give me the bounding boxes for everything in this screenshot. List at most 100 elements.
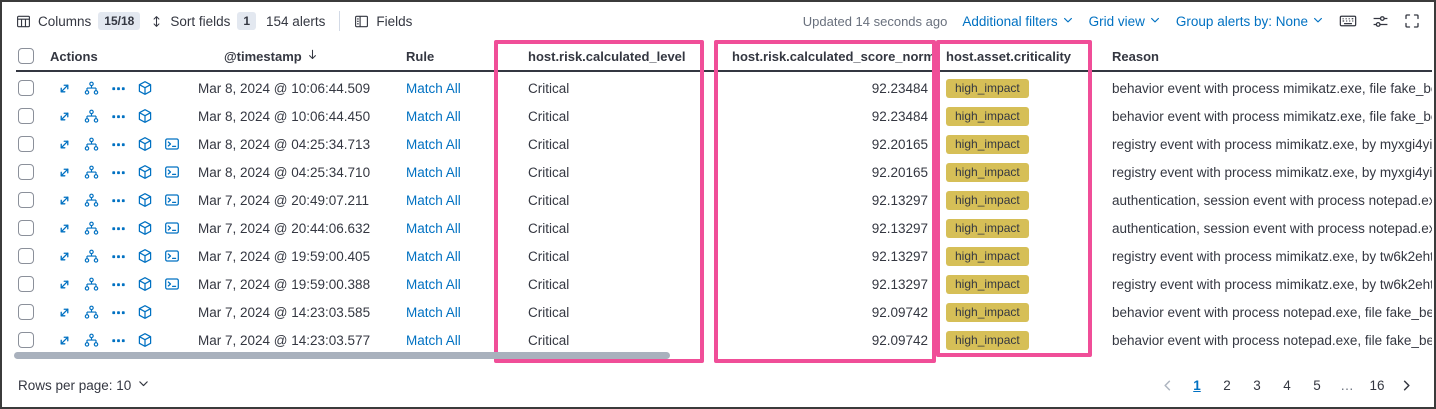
- horizontal-scrollbar[interactable]: [14, 352, 670, 359]
- terminal-icon[interactable]: [164, 220, 180, 236]
- cell-risk-score: 92.13297: [871, 192, 928, 208]
- cell-risk-level: Critical: [528, 108, 570, 124]
- analyzer-icon[interactable]: [83, 108, 99, 124]
- rule-link[interactable]: Match All: [406, 164, 461, 180]
- more-actions-icon[interactable]: [110, 276, 126, 292]
- more-actions-icon[interactable]: [110, 136, 126, 152]
- terminal-icon[interactable]: [164, 192, 180, 208]
- package-icon[interactable]: [137, 136, 153, 152]
- expand-alert-icon[interactable]: [56, 220, 72, 236]
- group-alerts-dropdown[interactable]: Group alerts by: None: [1176, 14, 1324, 29]
- analyzer-icon[interactable]: [83, 248, 99, 264]
- sort-fields-button[interactable]: Sort fields 1: [150, 12, 257, 30]
- row-checkbox[interactable]: [18, 332, 34, 349]
- expand-alert-icon[interactable]: [56, 136, 72, 152]
- analyzer-icon[interactable]: [83, 192, 99, 208]
- expand-alert-icon[interactable]: [56, 332, 72, 348]
- display-options-icon[interactable]: [1372, 13, 1389, 30]
- analyzer-icon[interactable]: [83, 136, 99, 152]
- more-actions-icon[interactable]: [110, 304, 126, 320]
- header-risk-score[interactable]: host.risk.calculated_score_norm: [732, 48, 936, 64]
- row-checkbox[interactable]: [18, 136, 34, 153]
- page-button-1[interactable]: 1: [1193, 377, 1201, 393]
- header-criticality[interactable]: host.asset.criticality: [946, 48, 1071, 64]
- select-all-checkbox[interactable]: [18, 48, 34, 65]
- row-actions: [50, 164, 196, 180]
- expand-alert-icon[interactable]: [56, 108, 72, 124]
- analyzer-icon[interactable]: [83, 332, 99, 348]
- more-actions-icon[interactable]: [110, 248, 126, 264]
- more-actions-icon[interactable]: [110, 80, 126, 96]
- more-actions-icon[interactable]: [110, 332, 126, 348]
- rule-link[interactable]: Match All: [406, 332, 461, 348]
- package-icon[interactable]: [137, 304, 153, 320]
- rows-per-page-dropdown[interactable]: Rows per page: 10: [18, 377, 150, 393]
- row-checkbox[interactable]: [18, 304, 34, 321]
- row-actions: [50, 108, 196, 124]
- expand-alert-icon[interactable]: [56, 248, 72, 264]
- next-page-icon[interactable]: [1395, 378, 1418, 393]
- rule-link[interactable]: Match All: [406, 220, 461, 236]
- header-risk-level[interactable]: host.risk.calculated_level: [528, 48, 686, 64]
- page-button-5[interactable]: 5: [1313, 377, 1321, 393]
- analyzer-icon[interactable]: [83, 164, 99, 180]
- terminal-icon[interactable]: [164, 164, 180, 180]
- rule-link[interactable]: Match All: [406, 276, 461, 292]
- criticality-badge: high_impact: [946, 78, 1029, 98]
- additional-filters-dropdown[interactable]: Additional filters: [962, 14, 1073, 29]
- row-checkbox[interactable]: [18, 192, 34, 209]
- page-button-16[interactable]: 16: [1369, 377, 1385, 393]
- row-checkbox[interactable]: [18, 108, 34, 125]
- row-checkbox[interactable]: [18, 164, 34, 181]
- expand-alert-icon[interactable]: [56, 80, 72, 96]
- row-checkbox[interactable]: [18, 248, 34, 265]
- more-actions-icon[interactable]: [110, 108, 126, 124]
- rule-link[interactable]: Match All: [406, 108, 461, 124]
- more-actions-icon[interactable]: [110, 220, 126, 236]
- alerts-count: 154 alerts: [266, 13, 326, 29]
- columns-button[interactable]: Columns 15/18: [16, 12, 141, 30]
- cell-risk-level: Critical: [528, 220, 570, 236]
- package-icon[interactable]: [137, 164, 153, 180]
- grid-view-dropdown[interactable]: Grid view: [1089, 14, 1161, 29]
- terminal-icon[interactable]: [164, 248, 180, 264]
- expand-alert-icon[interactable]: [56, 304, 72, 320]
- package-icon[interactable]: [137, 332, 153, 348]
- page-button-3[interactable]: 3: [1253, 377, 1261, 393]
- row-checkbox[interactable]: [18, 276, 34, 293]
- rule-link[interactable]: Match All: [406, 192, 461, 208]
- package-icon[interactable]: [137, 248, 153, 264]
- terminal-icon[interactable]: [164, 136, 180, 152]
- keyboard-shortcuts-icon[interactable]: [1339, 12, 1357, 30]
- package-icon[interactable]: [137, 276, 153, 292]
- row-checkbox[interactable]: [18, 80, 34, 97]
- fullscreen-icon[interactable]: [1404, 13, 1420, 29]
- page-button-2[interactable]: 2: [1223, 377, 1231, 393]
- fields-button[interactable]: Fields: [354, 14, 412, 29]
- more-actions-icon[interactable]: [110, 164, 126, 180]
- header-reason[interactable]: Reason: [1112, 48, 1159, 64]
- header-timestamp[interactable]: @timestamp: [196, 48, 402, 64]
- analyzer-icon[interactable]: [83, 304, 99, 320]
- package-icon[interactable]: [137, 192, 153, 208]
- row-checkbox[interactable]: [18, 220, 34, 237]
- analyzer-icon[interactable]: [83, 80, 99, 96]
- package-icon[interactable]: [137, 108, 153, 124]
- rule-link[interactable]: Match All: [406, 136, 461, 152]
- analyzer-icon[interactable]: [83, 220, 99, 236]
- expand-alert-icon[interactable]: [56, 164, 72, 180]
- header-rule[interactable]: Rule: [406, 48, 435, 64]
- package-icon[interactable]: [137, 220, 153, 236]
- expand-alert-icon[interactable]: [56, 192, 72, 208]
- rule-link[interactable]: Match All: [406, 80, 461, 96]
- rule-link[interactable]: Match All: [406, 248, 461, 264]
- analyzer-icon[interactable]: [83, 276, 99, 292]
- expand-alert-icon[interactable]: [56, 276, 72, 292]
- previous-page-icon[interactable]: [1156, 378, 1179, 393]
- package-icon[interactable]: [137, 80, 153, 96]
- terminal-icon[interactable]: [164, 276, 180, 292]
- rule-link[interactable]: Match All: [406, 304, 461, 320]
- more-actions-icon[interactable]: [110, 192, 126, 208]
- table-row: Mar 7, 2024 @ 14:23:03.585 Match All Cri…: [16, 298, 1432, 326]
- page-button-4[interactable]: 4: [1283, 377, 1291, 393]
